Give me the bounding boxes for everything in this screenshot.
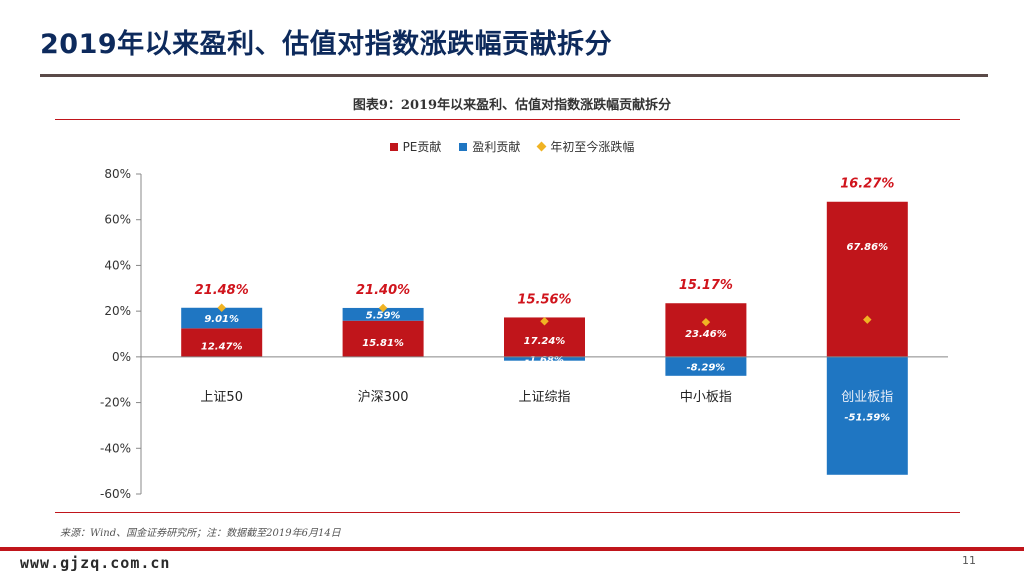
x-category-label: 创业板指 — [841, 390, 893, 405]
data-label-earnings: -51.59% — [844, 412, 890, 423]
data-label-pe: 23.46% — [685, 329, 727, 340]
bar-earnings-contribution — [181, 307, 263, 329]
bar-pe-contribution — [181, 328, 263, 357]
y-tick-label: 40% — [104, 258, 131, 272]
source-divider — [55, 512, 960, 513]
website-watermark: www.gjzq.com.cn — [20, 554, 171, 572]
legend-label-pe: PE贡献 — [402, 140, 442, 154]
legend-item-pe: PE贡献 — [389, 138, 442, 155]
page-number: 11 — [962, 554, 976, 567]
data-label-total-return: 16.27% — [840, 177, 894, 192]
x-category-label: 中小板指 — [680, 390, 732, 405]
data-label-total-return: 15.17% — [679, 278, 733, 293]
chart-legend: PE贡献 盈利贡献 年初至今涨跌幅 — [0, 138, 1024, 155]
data-label-earnings: -1.68% — [525, 355, 564, 366]
y-tick-label: -40% — [100, 441, 131, 455]
marker-ytd-return — [863, 315, 872, 324]
caption-divider — [55, 119, 960, 120]
data-label-earnings: -8.29% — [686, 362, 725, 373]
bar-pe-contribution — [665, 303, 747, 357]
data-label-pe: 17.24% — [524, 336, 566, 347]
y-tick-label: 60% — [104, 213, 131, 227]
chart-caption: 图表9：2019年以来盈利、估值对指数涨跌幅贡献拆分 — [352, 98, 672, 113]
bar-earnings-contribution — [504, 356, 585, 361]
y-tick-label: 80% — [104, 167, 131, 181]
data-label-earnings: 5.59% — [366, 310, 401, 321]
data-label-earnings: 9.01% — [204, 314, 239, 325]
legend-item-return: 年初至今涨跌幅 — [536, 138, 635, 155]
legend-item-earnings: 盈利贡献 — [459, 138, 520, 155]
data-label-total-return: 21.40% — [356, 283, 410, 298]
data-label-total-return: 15.56% — [517, 292, 571, 307]
marker-ytd-return — [540, 317, 549, 326]
bar-earnings-contribution — [826, 356, 908, 475]
legend-label-earnings: 盈利贡献 — [472, 140, 521, 154]
source-note: 来源：Wind、国金证券研究所；注：数据截至2019年6月14日 — [60, 528, 341, 539]
footer-band — [0, 547, 1024, 551]
legend-label-return: 年初至今涨跌幅 — [550, 140, 635, 154]
y-tick-label: -20% — [100, 396, 131, 410]
marker-ytd-return — [378, 303, 388, 313]
bar-pe-contribution — [826, 201, 908, 357]
marker-ytd-return — [217, 303, 226, 313]
marker-ytd-return — [701, 317, 711, 327]
bar-pe-contribution — [342, 320, 424, 357]
data-label-pe: 15.81% — [362, 338, 404, 349]
y-tick-label: 20% — [104, 304, 131, 318]
x-category-label: 沪深300 — [358, 389, 409, 405]
legend-swatch-earnings — [459, 142, 468, 151]
x-category-label: 上证50 — [200, 390, 243, 405]
title-divider — [40, 74, 988, 77]
data-label-total-return: 21.48% — [195, 283, 249, 298]
data-label-pe: 67.86% — [846, 242, 888, 253]
slide-title: 2019年以来盈利、估值对指数涨跌幅贡献拆分 — [40, 29, 613, 60]
x-category-label: 上证综指 — [518, 390, 570, 405]
y-tick-label: 0% — [112, 350, 131, 364]
legend-swatch-pe — [389, 142, 398, 151]
bar-earnings-contribution — [665, 356, 747, 376]
bar-earnings-contribution — [342, 307, 424, 321]
data-label-pe: 12.47% — [201, 342, 243, 353]
y-tick-label: -60% — [100, 487, 131, 501]
